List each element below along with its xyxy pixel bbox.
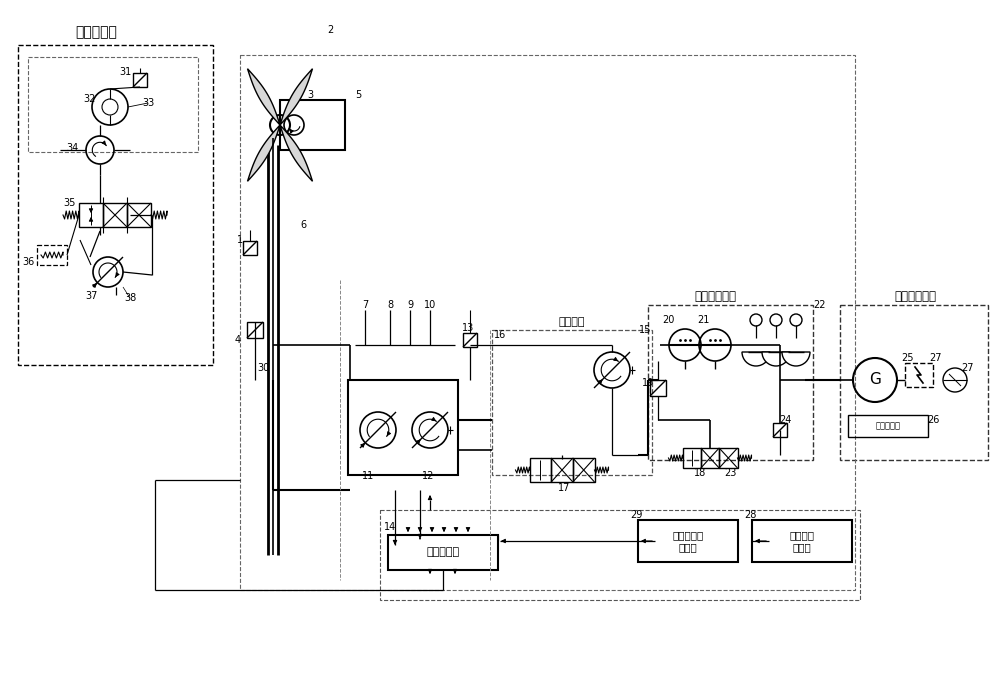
Bar xyxy=(840,305,988,460)
Text: 27: 27 xyxy=(929,353,941,363)
Text: 26: 26 xyxy=(927,415,939,425)
Wedge shape xyxy=(742,352,770,366)
Bar xyxy=(243,241,257,255)
Bar xyxy=(388,535,498,570)
Text: 13: 13 xyxy=(462,323,474,333)
Bar xyxy=(240,55,855,590)
Bar xyxy=(133,73,147,87)
Text: 37: 37 xyxy=(86,291,98,301)
Bar xyxy=(18,45,213,365)
Text: 30: 30 xyxy=(257,363,269,373)
Text: 34: 34 xyxy=(66,143,78,153)
Text: 21: 21 xyxy=(697,315,709,325)
Bar xyxy=(638,520,738,562)
Polygon shape xyxy=(280,69,312,125)
Text: 32: 32 xyxy=(84,94,96,104)
Bar xyxy=(380,510,860,600)
Text: 变量马达: 变量马达 xyxy=(559,317,585,327)
Bar xyxy=(103,203,127,227)
Text: 15: 15 xyxy=(639,325,651,335)
Text: 27: 27 xyxy=(962,363,974,373)
Text: 12: 12 xyxy=(422,471,434,481)
Text: 18: 18 xyxy=(694,468,706,478)
Bar xyxy=(682,448,701,468)
Text: 发电并网模块: 发电并网模块 xyxy=(894,290,936,303)
Bar xyxy=(348,380,458,475)
Text: 3: 3 xyxy=(307,90,313,100)
Polygon shape xyxy=(248,125,280,182)
Bar xyxy=(530,458,551,482)
Bar xyxy=(648,305,813,460)
Text: 8: 8 xyxy=(387,300,393,310)
Text: 10: 10 xyxy=(424,300,436,310)
Bar xyxy=(573,458,594,482)
Text: 20: 20 xyxy=(662,315,674,325)
Text: 5: 5 xyxy=(355,90,361,100)
Text: 17: 17 xyxy=(558,483,570,493)
Bar xyxy=(37,245,67,265)
Text: 25: 25 xyxy=(902,353,914,363)
Text: 1: 1 xyxy=(237,235,243,245)
Text: 33: 33 xyxy=(142,98,154,108)
Text: 16: 16 xyxy=(494,330,506,340)
Text: 液压储能系统: 液压储能系统 xyxy=(694,290,736,303)
Bar xyxy=(28,57,198,152)
Text: 36: 36 xyxy=(22,257,34,267)
Bar xyxy=(551,458,573,482)
Text: 频率控制器: 频率控制器 xyxy=(426,547,460,557)
Text: G: G xyxy=(869,373,881,387)
Bar xyxy=(773,423,787,437)
Text: 35: 35 xyxy=(64,198,76,208)
Text: 28: 28 xyxy=(744,510,756,520)
Text: 14: 14 xyxy=(384,522,396,532)
Bar xyxy=(492,330,652,475)
Bar xyxy=(127,203,151,227)
Text: 11: 11 xyxy=(362,471,374,481)
Text: 23: 23 xyxy=(724,468,736,478)
Text: 4: 4 xyxy=(235,335,241,345)
Wedge shape xyxy=(762,352,790,366)
Bar xyxy=(752,520,852,562)
Text: 38: 38 xyxy=(124,293,136,303)
Text: 9: 9 xyxy=(407,300,413,310)
Bar xyxy=(280,100,345,150)
Bar xyxy=(79,203,103,227)
Text: 多功能仪表: 多功能仪表 xyxy=(876,421,900,430)
Text: 变桨距系统: 变桨距系统 xyxy=(75,25,117,39)
Bar xyxy=(701,448,719,468)
Text: 数据分析
处理器: 数据分析 处理器 xyxy=(790,530,814,552)
Text: 19: 19 xyxy=(642,378,654,388)
Text: 22: 22 xyxy=(814,300,826,310)
Text: 2: 2 xyxy=(327,25,333,35)
Text: 7: 7 xyxy=(362,300,368,310)
Bar xyxy=(719,448,738,468)
Text: 29: 29 xyxy=(630,510,642,520)
Polygon shape xyxy=(247,69,280,125)
Bar xyxy=(905,363,933,387)
Bar xyxy=(247,322,263,338)
Text: 超短期预测
控制器: 超短期预测 控制器 xyxy=(672,530,704,552)
Bar xyxy=(848,415,928,437)
Wedge shape xyxy=(782,352,810,366)
Bar xyxy=(463,333,477,347)
Text: 24: 24 xyxy=(779,415,791,425)
Text: 6: 6 xyxy=(300,220,306,230)
Bar xyxy=(650,380,666,396)
Text: 31: 31 xyxy=(119,67,131,77)
Polygon shape xyxy=(280,125,312,182)
